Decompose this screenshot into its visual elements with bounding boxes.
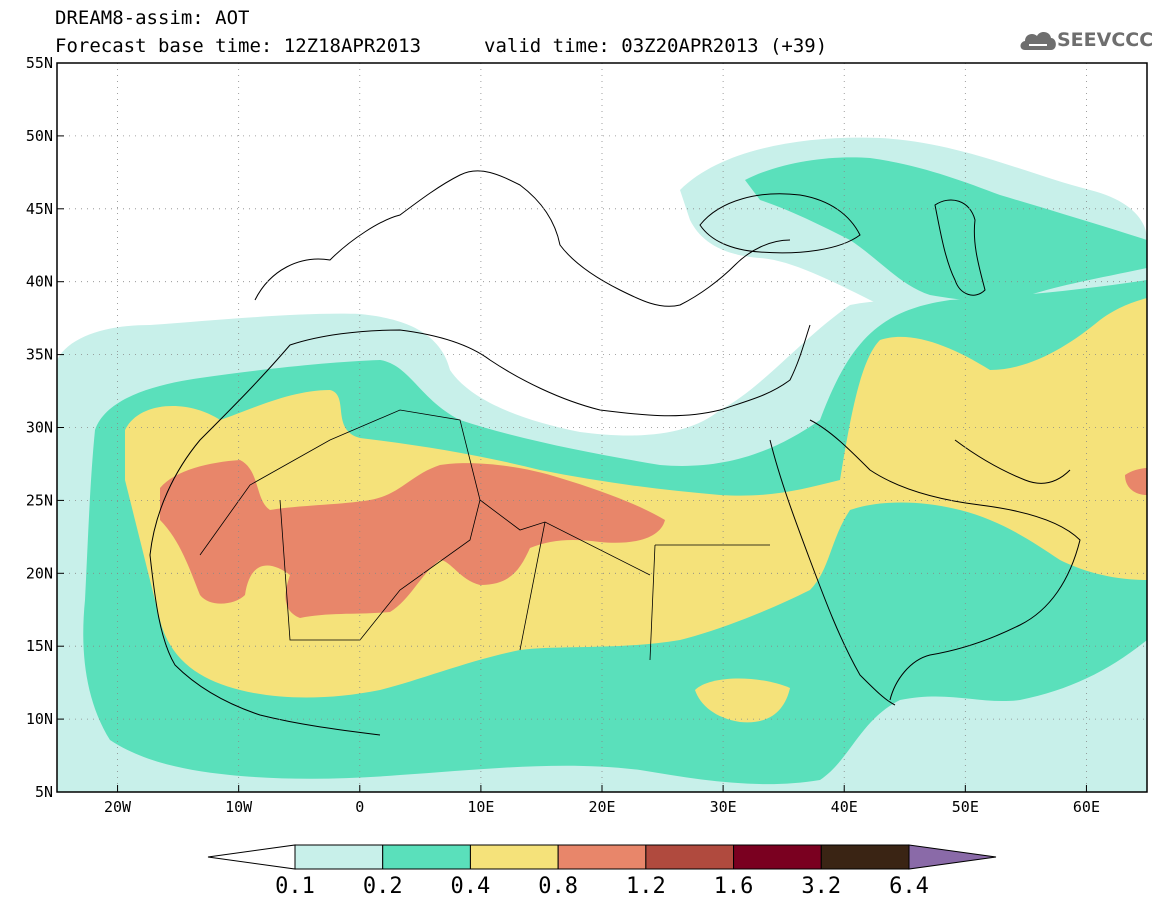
cloud-icon xyxy=(1020,32,1056,50)
coastline-black-sea xyxy=(699,193,861,254)
coastline-west-africa xyxy=(149,554,381,736)
colorbar-swatch xyxy=(557,844,647,870)
colorbar-label: 0.2 xyxy=(363,874,403,899)
lon-tick-label: 0 xyxy=(355,798,364,816)
lat-tick-label: 15N xyxy=(26,637,53,655)
seevccc-logo: SEEVCCC xyxy=(1057,29,1154,51)
colorbar-swatch xyxy=(382,844,471,870)
colorbar-label: 1.6 xyxy=(714,874,754,899)
aot-level-0-4-east xyxy=(695,678,790,723)
coastlines xyxy=(149,170,1081,736)
colorbar-label: 0.4 xyxy=(451,874,491,899)
axis-ticks: 55N 50N 45N 40N 35N 30N 25N 20N 15N 10N 5N 20W 10W 0 1… xyxy=(26,54,1100,816)
coastline-north-africa xyxy=(149,324,811,556)
aot-level-0-8 xyxy=(160,460,665,618)
coastline-europe xyxy=(254,170,791,307)
border-sahara-1 xyxy=(199,409,651,576)
coastline-persian-gulf xyxy=(954,439,1071,484)
colorbar-label: 6.4 xyxy=(889,874,929,899)
lat-tick-label: 5N xyxy=(35,783,53,801)
border-sahara-2 xyxy=(279,499,481,641)
colorbar-high-arrow xyxy=(908,844,997,870)
lat-tick-label: 50N xyxy=(26,127,53,145)
lat-tick-label: 35N xyxy=(26,346,53,364)
coastline-arabia xyxy=(809,419,1081,701)
colorbar-label: 1.2 xyxy=(626,874,666,899)
colorbar-label: 0.1 xyxy=(275,874,315,899)
lat-tick-label: 10N xyxy=(26,710,53,728)
colorbar-swatch xyxy=(733,844,822,870)
colorbar-swatch xyxy=(820,844,910,870)
colorbar-swatch xyxy=(294,844,384,870)
lat-tick-label: 30N xyxy=(26,419,53,437)
lat-tick-label: 55N xyxy=(26,54,53,72)
colorbar-label: 3.2 xyxy=(801,874,841,899)
colorbar-low-arrow xyxy=(207,844,296,870)
lon-tick-label: 10W xyxy=(225,798,253,816)
valid-time: valid time: 03Z20APR2013 (+39) xyxy=(484,35,828,57)
colorbar-swatch xyxy=(469,844,559,870)
lat-tick-label: 25N xyxy=(26,491,53,509)
lon-tick-label: 20E xyxy=(588,798,615,816)
lon-tick-label: 10E xyxy=(467,798,494,816)
border-sahara-3 xyxy=(519,521,770,661)
forecast-base-time: Forecast base time: 12Z18APR2013 xyxy=(55,35,422,57)
lat-tick-label: 45N xyxy=(26,200,53,218)
aot-level-0-8-east xyxy=(1125,468,1147,495)
lon-tick-label: 50E xyxy=(952,798,979,816)
lon-tick-label: 40E xyxy=(831,798,858,816)
coastline-red-sea xyxy=(769,439,896,706)
lat-tick-label: 40N xyxy=(26,273,53,291)
colorbar-swatch xyxy=(645,844,735,870)
colorbar-label: 0.8 xyxy=(538,874,578,899)
colorbar: 0.1 0.2 0.4 0.8 1.2 1.6 3.2 6.4 xyxy=(207,844,997,899)
lon-tick-label: 60E xyxy=(1073,798,1100,816)
map-title: DREAM8-assim: AOT xyxy=(55,7,250,29)
lat-tick-label: 20N xyxy=(26,564,53,582)
lon-tick-label: 30E xyxy=(710,798,737,816)
lon-tick-label: 20W xyxy=(104,798,132,816)
coastline-caspian xyxy=(934,199,986,296)
aot-level-0-2-north xyxy=(745,157,1147,301)
